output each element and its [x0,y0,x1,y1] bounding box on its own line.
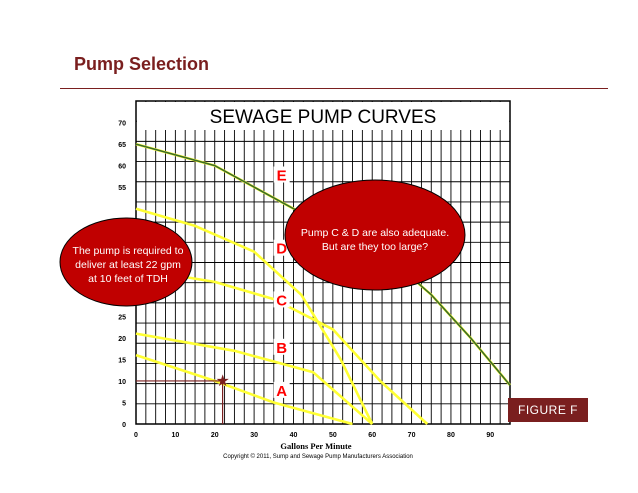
pump-label-c: C [276,292,287,309]
callout-line: But are they too large? [321,241,429,253]
pump-label-a: A [276,383,287,400]
y-tick-label: 10 [118,379,126,386]
x-tick-label: 50 [329,432,337,439]
chart-title-band [137,102,509,130]
callout-line: Pump C & D are also adequate. [300,227,450,239]
x-tick-label: 10 [171,432,179,439]
y-tick-label: 70 [118,121,126,128]
y-tick-label: 55 [118,185,126,192]
chart-title: SEWAGE PUMP CURVES [210,107,437,128]
pump-curve-c [135,267,429,425]
figure-label-badge: FIGURE F [508,398,588,422]
pump-label-backdrop [273,381,290,398]
x-axis-label: Gallons Per Minute [280,441,351,451]
x-tick-label: 0 [134,432,138,439]
y-tick-label: 15 [118,357,126,364]
pump-label-d: D [276,241,287,258]
pump-label-b: B [276,340,287,357]
x-tick-label: 80 [447,432,455,439]
copyright-text: Copyright © 2011, Sump and Sewage Pump M… [223,453,413,460]
x-tick-label: 70 [408,432,416,439]
pump-curve-b [135,332,374,425]
callout-line: deliver at least 22 gpm [75,259,181,271]
x-tick-label: 60 [368,432,376,439]
y-tick-label: 0 [122,422,126,429]
oversize-callout-text: Pump C & D are also adequate. But are th… [290,226,460,254]
pump-label-backdrop [273,338,290,355]
requirement-callout-text: The pump is required to deliver at least… [60,244,196,286]
x-tick-label: 30 [250,432,258,439]
oversize-callout [284,179,466,291]
title-divider [60,88,608,89]
y-tick-label: 25 [118,314,126,321]
y-tick-label: 60 [118,164,126,171]
callout-line: at 10 feet of TDH [88,273,168,285]
x-tick-label: 20 [211,432,219,439]
pump-label-backdrop [273,166,290,183]
requirement-callout [59,217,193,307]
x-tick-label: 40 [290,432,298,439]
y-tick-label: 65 [118,142,126,149]
y-tick-label: 5 [122,400,126,407]
pump-curve-a [135,353,353,426]
pump-label-backdrop [273,291,290,308]
x-tick-label: 90 [486,432,494,439]
pump-label-e: E [277,168,287,185]
callout-line: The pump is required to [72,245,184,257]
requirement-point-marker: ★ [215,371,229,390]
y-tick-label: 20 [118,336,126,343]
slide-title: Pump Selection [74,54,210,74]
pump-curve-d [135,207,374,425]
